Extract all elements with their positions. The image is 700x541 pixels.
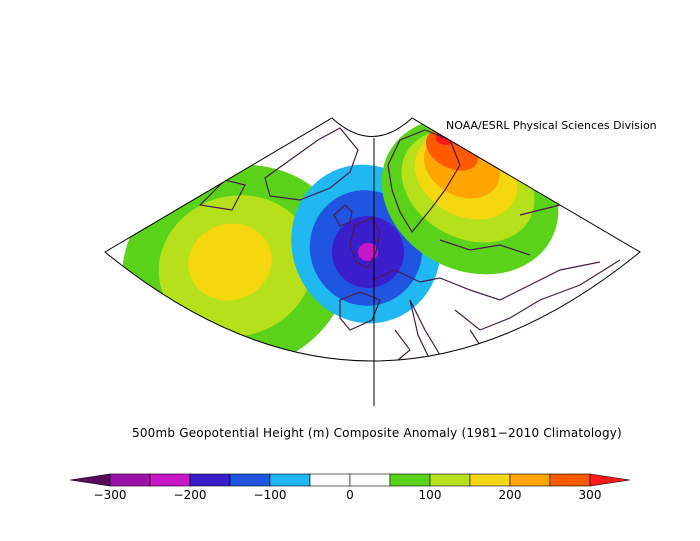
map-frame — [104, 117, 641, 362]
colorbar-segment — [309, 473, 351, 487]
colorbar-segment — [549, 473, 591, 487]
colorbar-tick-label: 200 — [498, 488, 522, 502]
colorbar — [69, 473, 631, 487]
colorbar-tick-label: −100 — [253, 488, 287, 502]
colorbar-arrow-high — [589, 473, 631, 487]
colorbar-segment — [509, 473, 551, 487]
colorbar-segment — [149, 473, 191, 487]
colorbar-segment — [469, 473, 511, 487]
colorbar-arrow-low — [69, 473, 111, 487]
colorbar-tick-label: −200 — [173, 488, 207, 502]
colorbar-tick-label: −300 — [93, 488, 127, 502]
colorbar-tick-label: 300 — [578, 488, 602, 502]
colorbar-segment — [429, 473, 471, 487]
colorbar-segment — [229, 473, 271, 487]
coastlines — [198, 127, 631, 361]
credit-text: NOAA/ESRL Physical Sciences Division — [446, 119, 657, 132]
colorbar-segment — [389, 473, 431, 487]
colorbar-tick-label: 0 — [346, 488, 354, 502]
colorbar-segment — [269, 473, 311, 487]
colorbar-segment — [189, 473, 231, 487]
map-caption: 500mb Geopotential Height (m) Composite … — [132, 426, 622, 440]
colorbar-tick-label: 100 — [418, 488, 442, 502]
colorbar-segment — [349, 473, 391, 487]
colorbar-segment — [109, 473, 151, 487]
